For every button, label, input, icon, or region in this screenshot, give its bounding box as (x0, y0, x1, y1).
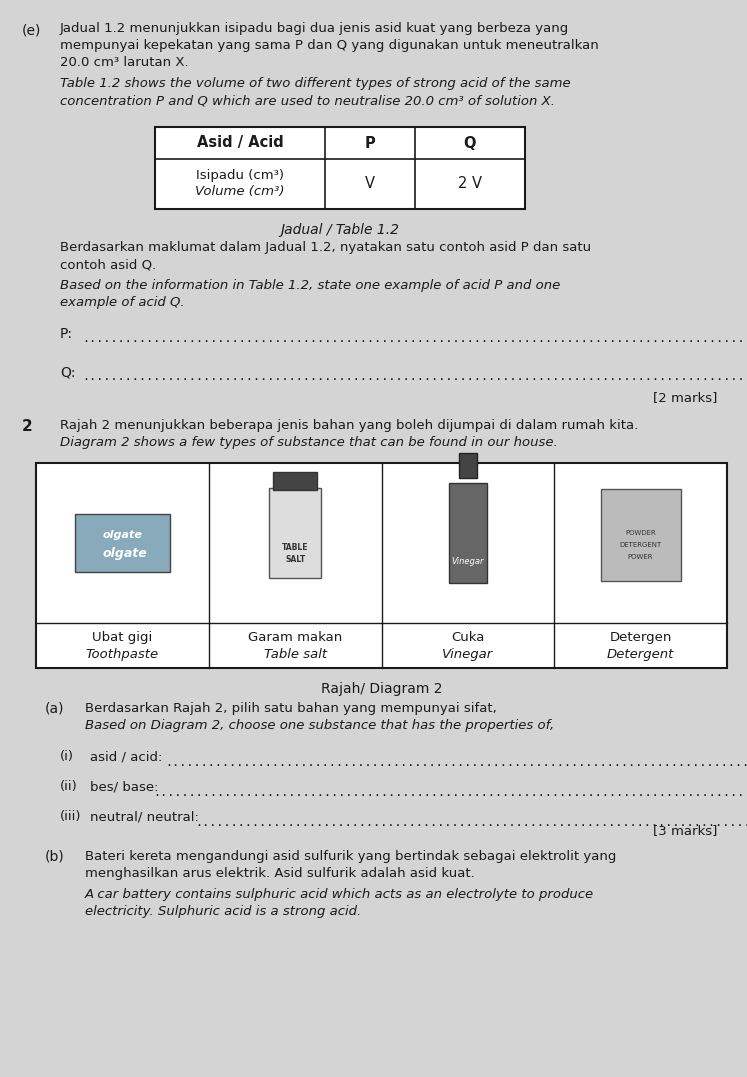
Bar (269, 488, 321, 578)
Text: Vinegar: Vinegar (442, 648, 494, 661)
Text: bes/ base:: bes/ base: (90, 780, 158, 793)
Bar (449, 482, 487, 583)
Text: Diagram 2 shows a few types of substance that can be found in our house.: Diagram 2 shows a few types of substance… (60, 436, 558, 449)
Text: 20.0 cm³ larutan X.: 20.0 cm³ larutan X. (60, 56, 189, 69)
Text: ................................................................................: ........................................… (82, 370, 747, 383)
Text: 2 V: 2 V (458, 177, 482, 192)
Text: Table salt: Table salt (264, 648, 326, 661)
Text: P: P (365, 136, 376, 151)
Text: (b): (b) (45, 850, 65, 864)
Text: ................................................................................: ........................................… (153, 785, 747, 798)
Text: ................................................................................: ........................................… (165, 755, 747, 769)
Text: Jadual 1.2 menunjukkan isipadu bagi dua jenis asid kuat yang berbeza yang: Jadual 1.2 menunjukkan isipadu bagi dua … (60, 22, 569, 34)
Text: (ii): (ii) (60, 780, 78, 793)
Text: Q: Q (464, 136, 477, 151)
Text: Based on Diagram 2, choose one substance that has the properties of,: Based on Diagram 2, choose one substance… (85, 719, 554, 732)
Text: olgate: olgate (102, 530, 143, 540)
Text: example of acid Q.: example of acid Q. (60, 296, 185, 309)
Text: Table 1.2 shows the volume of two different types of strong acid of the same: Table 1.2 shows the volume of two differ… (60, 76, 571, 90)
Text: Rajah/ Diagram 2: Rajah/ Diagram 2 (320, 682, 442, 696)
Text: Berdasarkan maklumat dalam Jadual 1.2, nyatakan satu contoh asid P dan satu: Berdasarkan maklumat dalam Jadual 1.2, n… (60, 241, 591, 254)
Text: asid / acid:: asid / acid: (90, 750, 162, 763)
Text: contoh asid Q.: contoh asid Q. (60, 258, 156, 271)
Text: (i): (i) (60, 750, 74, 763)
Text: ................................................................................: ........................................… (82, 332, 747, 345)
Text: Rajah 2 menunjukkan beberapa jenis bahan yang boleh dijumpai di dalam rumah kita: Rajah 2 menunjukkan beberapa jenis bahan… (60, 419, 638, 432)
Text: Toothpaste: Toothpaste (86, 648, 159, 661)
Text: neutral/ neutral:: neutral/ neutral: (90, 810, 199, 823)
Text: Detergen: Detergen (610, 631, 672, 644)
Text: concentration P and Q which are used to neutralise 20.0 cm³ of solution X.: concentration P and Q which are used to … (60, 94, 555, 107)
Text: DETERGENT: DETERGENT (619, 542, 662, 548)
Text: olgate: olgate (103, 546, 148, 559)
Text: Q:: Q: (60, 366, 75, 380)
Text: Berdasarkan Rajah 2, pilih satu bahan yang mempunyai sifat,: Berdasarkan Rajah 2, pilih satu bahan ya… (85, 702, 497, 715)
Text: POWDER: POWDER (625, 530, 656, 536)
Text: V: V (365, 177, 375, 192)
Text: Based on the information in Table 1.2, state one example of acid P and one: Based on the information in Table 1.2, s… (60, 279, 560, 292)
Text: Ubat gigi: Ubat gigi (92, 631, 152, 644)
Text: TABLE: TABLE (282, 544, 309, 553)
Text: Vinegar: Vinegar (452, 557, 484, 565)
Text: mempunyai kepekatan yang sama P dan Q yang digunakan untuk meneutralkan: mempunyai kepekatan yang sama P dan Q ya… (60, 39, 599, 52)
Text: Asid / Acid: Asid / Acid (196, 136, 283, 151)
Text: POWER: POWER (628, 554, 654, 560)
Bar (601, 489, 681, 581)
Text: Garam makan: Garam makan (248, 631, 342, 644)
Text: [2 marks]: [2 marks] (653, 391, 717, 404)
Text: (e): (e) (22, 24, 41, 38)
Text: 2: 2 (22, 419, 33, 434)
Text: electricity. Sulphuric acid is a strong acid.: electricity. Sulphuric acid is a strong … (85, 905, 362, 918)
Text: Volume (cm³): Volume (cm³) (195, 185, 285, 198)
Text: Bateri kereta mengandungi asid sulfurik yang bertindak sebagai elektrolit yang: Bateri kereta mengandungi asid sulfurik … (85, 850, 616, 863)
Text: Detergent: Detergent (607, 648, 675, 661)
Text: A car battery contains sulphuric acid which acts as an electrolyte to produce: A car battery contains sulphuric acid wh… (85, 889, 594, 901)
Bar (36, 463, 727, 668)
Text: Cuka: Cuka (451, 631, 485, 644)
Bar (273, 472, 317, 490)
Text: ................................................................................: ........................................… (195, 815, 747, 828)
Bar (155, 127, 525, 209)
Text: (iii): (iii) (60, 810, 81, 823)
Text: Isipadu (cm³): Isipadu (cm³) (196, 169, 284, 182)
Text: [3 marks]: [3 marks] (653, 824, 717, 837)
Bar (75, 514, 170, 572)
Text: (a): (a) (45, 702, 64, 716)
Bar (459, 453, 477, 478)
Text: Jadual / Table 1.2: Jadual / Table 1.2 (281, 223, 400, 237)
Text: P:: P: (60, 327, 73, 341)
Text: SALT: SALT (285, 556, 306, 564)
Text: menghasilkan arus elektrik. Asid sulfurik adalah asid kuat.: menghasilkan arus elektrik. Asid sulfuri… (85, 867, 475, 880)
